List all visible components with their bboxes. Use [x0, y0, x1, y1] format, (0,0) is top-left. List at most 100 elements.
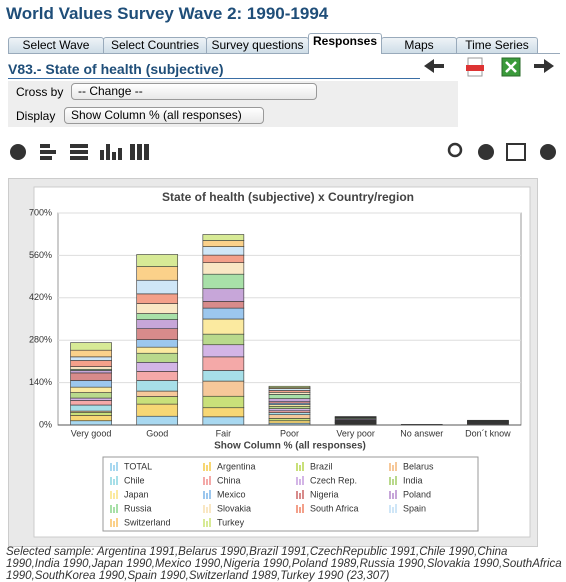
bar-segment: [71, 393, 112, 398]
legend-swatch: [296, 491, 298, 499]
y-tick-label: 140%: [29, 377, 52, 387]
legend-swatch: [110, 463, 112, 471]
bar-segment: [137, 397, 178, 405]
y-tick-label: 560%: [29, 250, 52, 260]
bar-segment: [269, 413, 310, 415]
legend-swatch: [209, 504, 211, 513]
legend-swatch: [116, 462, 118, 471]
legend-label: China: [217, 475, 241, 485]
bar-segment: [71, 400, 112, 405]
legend-swatch: [113, 465, 115, 471]
legend-swatch: [296, 463, 298, 471]
legend-label: Czech Rep.: [310, 475, 357, 485]
x-tick-label: Very good: [71, 428, 112, 438]
legend-swatch: [302, 504, 304, 513]
legend-label: Switzerland: [124, 517, 171, 527]
bar-segment: [269, 392, 310, 394]
legend-swatch: [389, 477, 391, 485]
legend-label: Nigeria: [310, 489, 339, 499]
bar-segment: [71, 343, 112, 351]
bar-segment: [203, 345, 244, 357]
legend-label: TOTAL: [124, 461, 152, 471]
legend-label: India: [403, 475, 423, 485]
bar-segment: [203, 308, 244, 319]
legend-swatch: [395, 476, 397, 485]
bar-segment: [137, 347, 178, 353]
legend-swatch: [110, 505, 112, 513]
bar-segment: [203, 319, 244, 334]
bar-segment: [137, 353, 178, 362]
legend-swatch: [113, 507, 115, 513]
legend-label: Chile: [124, 475, 145, 485]
legend-swatch: [113, 493, 115, 499]
legend-swatch: [203, 477, 205, 485]
legend-swatch: [116, 504, 118, 513]
footer-text: Selected sample: Argentina 1991,Belarus …: [6, 546, 562, 582]
legend-swatch: [392, 465, 394, 471]
legend-swatch: [206, 521, 208, 527]
legend-swatch: [389, 463, 391, 471]
x-tick-label: Good: [146, 428, 168, 438]
bar-segment: [137, 362, 178, 371]
bar-segment: [71, 360, 112, 366]
legend-swatch: [206, 507, 208, 513]
legend-swatch: [209, 518, 211, 527]
bar-segment: [269, 386, 310, 388]
bar-segment: [71, 421, 112, 425]
x-tick-label: Poor: [280, 428, 299, 438]
legend-swatch: [110, 477, 112, 485]
legend-swatch: [203, 505, 205, 513]
bar-segment: [203, 301, 244, 308]
legend-label: Spain: [403, 503, 426, 513]
chart: State of health (subjective) x Country/r…: [0, 0, 566, 545]
legend-swatch: [206, 465, 208, 471]
bar-segment: [203, 263, 244, 275]
legend-label: Poland: [403, 489, 431, 499]
bar-segment: [137, 304, 178, 314]
legend-swatch: [299, 479, 301, 485]
bar-segment: [71, 370, 112, 372]
bar-segment: [203, 289, 244, 302]
bar-segment: [269, 407, 310, 409]
legend-swatch: [395, 504, 397, 513]
bar-segment: [203, 396, 244, 408]
bar-segment: [203, 370, 244, 381]
bar-segment: [137, 254, 178, 266]
bar-segment: [71, 415, 112, 420]
legend-swatch: [395, 490, 397, 499]
legend-label: South Africa: [310, 503, 359, 513]
bar-segment: [71, 367, 112, 370]
legend-swatch: [392, 493, 394, 499]
x-tick-label: Fair: [216, 428, 232, 438]
x-tick-label: Don´t know: [465, 428, 511, 438]
legend-swatch: [302, 462, 304, 471]
bar-segment: [71, 373, 112, 381]
legend-label: Belarus: [403, 461, 434, 471]
bar-segment: [71, 387, 112, 392]
bar-segment: [203, 381, 244, 396]
bar-segment: [269, 415, 310, 419]
x-tick-label: Very poor: [336, 428, 375, 438]
legend-label: Turkey: [217, 517, 245, 527]
y-tick-label: 0%: [39, 419, 52, 429]
legend-swatch: [296, 505, 298, 513]
legend-swatch: [110, 491, 112, 499]
bar-segment: [137, 340, 178, 348]
bar-segment: [137, 329, 178, 340]
bar-segment: [137, 320, 178, 329]
bar-segment: [203, 334, 244, 345]
bar-segment: [137, 267, 178, 281]
legend-swatch: [209, 462, 211, 471]
y-tick-label: 420%: [29, 292, 52, 302]
chart-title: State of health (subjective) x Country/r…: [162, 190, 414, 204]
legend-swatch: [395, 462, 397, 471]
bar-segment: [203, 241, 244, 247]
legend-swatch: [209, 476, 211, 485]
legend-swatch: [389, 491, 391, 499]
legend-label: Japan: [124, 489, 149, 499]
bar-segment: [203, 357, 244, 371]
legend-swatch: [203, 463, 205, 471]
bar-segment: [137, 416, 178, 425]
legend-swatch: [302, 490, 304, 499]
